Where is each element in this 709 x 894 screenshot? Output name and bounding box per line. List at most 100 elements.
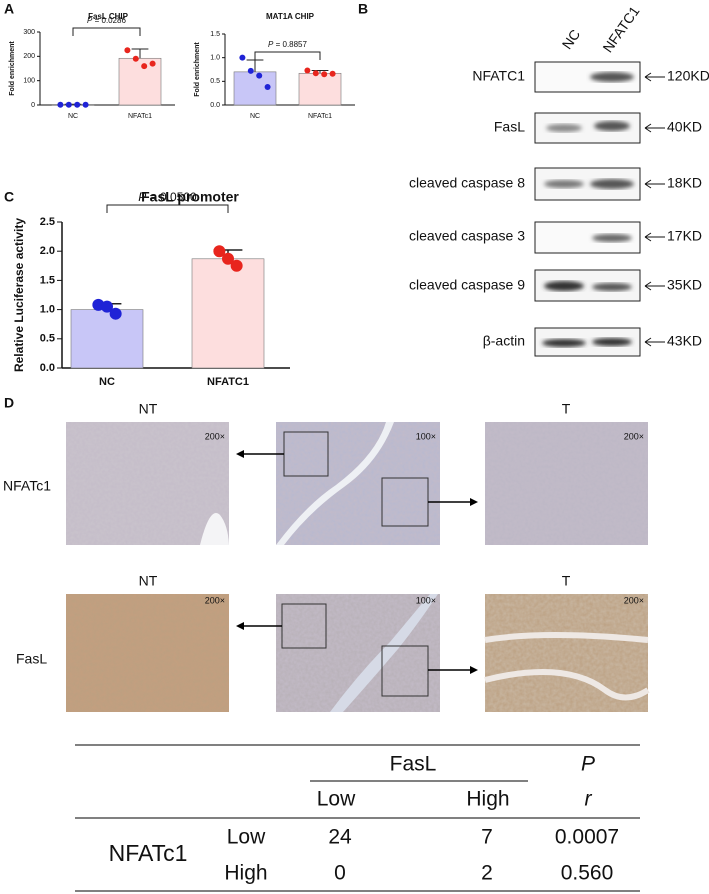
micrograph-texture [485,422,648,545]
data-point [247,67,254,74]
stat-label: r [585,788,593,811]
band [592,234,632,242]
vessel [330,594,438,712]
vessel [200,513,229,545]
arrow-head [644,179,652,189]
row-label: NFATc1 [3,478,51,494]
p-symbol: P [138,190,146,204]
arrow-head [644,72,652,82]
panel-label: B [358,1,368,17]
data-point [304,67,311,74]
western-blot: NC NFATC1 NFATC1 120KD FasL 40KD cleaved… [409,3,709,357]
magnification: 100× [416,431,436,441]
data-point [141,63,148,70]
table: FasL P Low High r NFATc1 Low 24 7 0.0007… [75,744,640,892]
arrow-head [236,622,244,630]
data-point [321,71,328,78]
magnification: 200× [205,431,225,441]
column-label: T [562,573,571,589]
size-label: 40KD [667,119,702,135]
y-tick-label: 1.5 [40,274,55,286]
arrow-head [644,337,652,347]
row-label: High [224,862,267,885]
data-point [312,70,319,77]
band [590,72,634,82]
arrow-head [644,232,652,242]
arrow-head [236,450,244,458]
row-group: NFATc1 [109,840,188,866]
p-value: P = 0.0500 [138,190,197,204]
data-point [57,101,64,108]
blot-row: β-actin 43KD [483,327,702,357]
magnification: 200× [624,595,644,605]
magnification: 200× [624,431,644,441]
bar [70,309,144,369]
error-bar [246,59,264,72]
row-label: Low [227,826,266,849]
panel-label: A [4,1,14,17]
data-point [222,252,234,265]
data-point [101,300,113,313]
error-bar [311,69,329,74]
x-tick-label: NC [99,376,115,388]
lane-label: NC [559,26,584,52]
chart-title: MAT1A CHIP [266,12,315,21]
protein-label: cleaved caspase 3 [409,228,525,244]
size-label: 43KD [667,333,702,349]
protein-label: FasL [494,119,525,135]
cell: 0.0007 [555,826,619,849]
panel-label: C [4,189,14,205]
p-symbol: P [268,40,274,49]
p-text: = 0.8857 [276,40,308,49]
blot-row: cleaved caspase 9 35KD [409,269,702,302]
error-bar [131,48,149,59]
significance-bracket [106,204,229,213]
y-tick-label: 0.5 [210,78,220,85]
p-value: P = 0.8857 [268,40,307,49]
y-tick-label: 200 [23,53,35,60]
column-label: High [466,788,509,811]
data-point [132,55,139,62]
blot-row: cleaved caspase 3 17KD [409,221,702,254]
magnification: 200× [205,595,225,605]
cell: 0 [334,862,346,885]
y-axis-label: Fold enrichment [9,41,16,96]
p-text: = 0.0286 [95,16,127,25]
data-point [256,72,263,79]
y-tick-label: 1.5 [210,31,220,38]
p-text: = 0.0500 [150,190,197,204]
data-point [109,307,122,320]
data-point [65,101,72,108]
y-axis-label: Fold enrichment [194,42,201,97]
arrow-head [644,123,652,133]
band [594,121,630,131]
significance-bracket [72,27,141,36]
arrow-head [470,498,478,506]
column-group: FasL [390,753,437,776]
bar [298,72,342,106]
micrograph-texture [485,594,648,712]
chart-title: FasL CHIP [88,12,129,21]
data-point [213,245,226,258]
y-tick-label: 1.0 [40,304,55,316]
band [590,179,634,189]
y-tick-label: 300 [23,29,35,36]
size-label: 18KD [667,175,702,191]
size-label: 17KD [667,228,702,244]
y-tick-label: 0 [31,102,35,109]
y-tick-label: 2.5 [40,216,55,228]
column-label: NT [139,573,158,589]
protein-label: NFATC1 [472,68,525,84]
x-tick-label: NC [68,113,78,120]
micrograph-texture [66,594,229,712]
y-tick-label: 0.5 [40,333,55,345]
y-tick-label: 100 [23,78,35,85]
data-point [124,47,131,54]
data-point [264,84,271,91]
p-value: P = 0.0286 [87,16,126,25]
panel-label: D [4,395,14,411]
row-label: FasL [16,651,47,667]
arrow-head [470,666,478,674]
y-tick-label: 1.0 [210,55,220,62]
band [592,283,632,291]
